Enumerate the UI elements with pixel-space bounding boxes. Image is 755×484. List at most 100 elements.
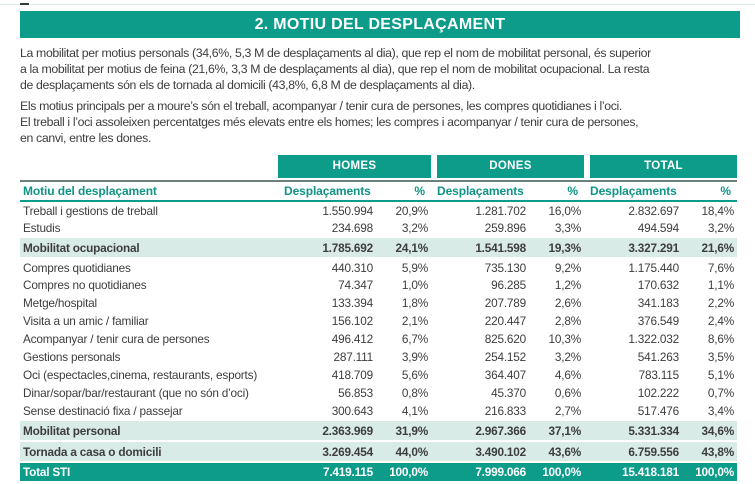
cell-desplacaments-homes: 1.550.994 bbox=[322, 203, 373, 218]
row-label: Estudis bbox=[23, 220, 61, 235]
cell-pct-dones: 2,7% bbox=[554, 403, 581, 418]
table-row: Total STI 7.419.115 100,0% 7.999.066 100… bbox=[20, 462, 737, 481]
column-header-pct-homes: % bbox=[374, 180, 431, 202]
cell-pct-homes: 5,9% bbox=[401, 260, 428, 275]
cell-desplacaments-dones: 259.896 bbox=[484, 220, 526, 235]
cell-desplacaments-homes: 7.419.115 bbox=[278, 462, 374, 481]
table-row: Visita a un amic / familiar 156.102 2,1%… bbox=[20, 312, 737, 330]
cell-desplacaments-total: 6.759.556 bbox=[584, 440, 680, 463]
cell-pct-homes: 4,1% bbox=[401, 403, 428, 418]
row-label: Gestions personals bbox=[23, 350, 121, 364]
table-row: Compres no quotidianes 74.347 1,0% 96.28… bbox=[20, 276, 737, 294]
cell-pct-dones: 0,6% bbox=[554, 386, 581, 400]
cell-pct-dones: 10,3% bbox=[548, 332, 582, 346]
cell-pct-homes: 3,9% bbox=[401, 350, 428, 364]
group-header-dones: DONES bbox=[437, 155, 584, 178]
cell-desplacaments-total: 15.418.181 bbox=[584, 462, 680, 481]
table-row: Sense destinació fixa / passejar 300.643… bbox=[20, 402, 737, 420]
cell-desplacaments-total: 376.549 bbox=[637, 314, 679, 328]
cell-pct-dones: 4,6% bbox=[554, 368, 581, 382]
table-row: Mobilitat personal 2.363.969 31,9% 2.967… bbox=[20, 419, 737, 442]
cell-pct-total: 3,5% bbox=[707, 350, 734, 364]
column-header-motiu: Motiu del desplaçament bbox=[20, 180, 278, 202]
column-header-desplacaments-homes: Desplaçaments bbox=[278, 180, 374, 202]
cell-desplacaments-dones: 254.152 bbox=[484, 350, 526, 364]
cell-pct-homes: 31,9% bbox=[374, 419, 431, 442]
row-label: Compres no quotidianes bbox=[23, 278, 147, 292]
table-row: Compres quotidianes 440.310 5,9% 735.130… bbox=[20, 258, 737, 276]
cell-desplacaments-homes: 234.698 bbox=[331, 220, 373, 235]
cell-pct-total: 8,6% bbox=[707, 332, 734, 346]
cell-desplacaments-homes: 56.853 bbox=[338, 386, 373, 400]
cell-desplacaments-total: 517.476 bbox=[637, 403, 679, 418]
cell-desplacaments-dones: 216.833 bbox=[484, 403, 526, 418]
cell-pct-dones: 37,1% bbox=[527, 419, 584, 442]
cell-pct-homes: 2,1% bbox=[401, 314, 428, 328]
cell-pct-total: 18,4% bbox=[701, 203, 735, 218]
cell-desplacaments-total: 783.115 bbox=[638, 368, 680, 382]
page-top-hairline bbox=[0, 4, 755, 5]
cell-desplacaments-homes: 74.347 bbox=[338, 278, 373, 292]
row-label: Compres quotidianes bbox=[23, 260, 131, 275]
table-row: Treball i gestions de treball 1.550.994 … bbox=[20, 201, 737, 219]
row-label: Mobilitat personal bbox=[20, 419, 278, 442]
cell-desplacaments-total: 3.327.291 bbox=[584, 236, 680, 259]
page-top-tick bbox=[20, 3, 29, 5]
row-label: Acompanyar / tenir cura de persones bbox=[23, 332, 210, 346]
cell-pct-total: 1,1% bbox=[707, 278, 734, 292]
cell-desplacaments-dones: 825.620 bbox=[484, 332, 526, 346]
cell-desplacaments-dones: 364.407 bbox=[484, 368, 526, 382]
table-subheader-row: Motiu del desplaçament Desplaçaments % D… bbox=[20, 180, 737, 202]
section-title-banner: 2. MOTIU DEL DESPLAÇAMENT bbox=[20, 11, 740, 38]
cell-desplacaments-homes: 440.310 bbox=[331, 260, 373, 275]
group-header-total: TOTAL bbox=[590, 155, 737, 178]
cell-desplacaments-homes: 133.394 bbox=[331, 296, 373, 310]
cell-pct-total: 43,8% bbox=[680, 440, 737, 463]
cell-desplacaments-dones: 7.999.066 bbox=[431, 462, 527, 481]
cell-desplacaments-total: 1.322.032 bbox=[628, 332, 679, 346]
cell-desplacaments-dones: 2.967.366 bbox=[431, 419, 527, 442]
column-header-desplacaments-total: Desplaçaments bbox=[584, 180, 680, 202]
cell-desplacaments-total: 341.183 bbox=[637, 296, 679, 310]
row-label: Dinar/sopar/bar/restaurant (que no són d… bbox=[23, 386, 249, 400]
row-label: Total STI bbox=[20, 462, 278, 481]
row-label: Treball i gestions de treball bbox=[23, 203, 158, 218]
cell-pct-homes: 5,6% bbox=[401, 368, 428, 382]
section-title: 2. MOTIU DEL DESPLAÇAMENT bbox=[254, 15, 506, 33]
group-header-homes: HOMES bbox=[278, 155, 431, 178]
cell-desplacaments-homes: 496.412 bbox=[331, 332, 373, 346]
cell-desplacaments-total: 102.222 bbox=[637, 386, 679, 400]
table-body: Treball i gestions de treball 1.550.994 … bbox=[20, 201, 737, 481]
group-header-spacer bbox=[20, 155, 278, 178]
mobility-table: Motiu del desplaçament Desplaçaments % D… bbox=[20, 180, 737, 481]
cell-pct-total: 3,2% bbox=[707, 220, 734, 235]
cell-pct-total: 5,1% bbox=[707, 368, 734, 382]
cell-desplacaments-homes: 1.785.692 bbox=[278, 236, 374, 259]
cell-desplacaments-dones: 3.490.102 bbox=[431, 440, 527, 463]
column-header-pct-total: % bbox=[680, 180, 737, 202]
cell-desplacaments-total: 170.632 bbox=[637, 278, 679, 292]
cell-pct-dones: 2,6% bbox=[554, 296, 581, 310]
table-row: Gestions personals 287.111 3,9% 254.152 … bbox=[20, 348, 737, 366]
table-row: Metge/hospital 133.394 1,8% 207.789 2,6%… bbox=[20, 294, 737, 312]
cell-desplacaments-total: 541.263 bbox=[637, 350, 679, 364]
row-label: Oci (espectacles,cinema, restaurants, es… bbox=[23, 368, 258, 382]
cell-desplacaments-dones: 1.541.598 bbox=[431, 236, 527, 259]
cell-pct-homes: 1,8% bbox=[401, 296, 428, 310]
cell-desplacaments-homes: 300.643 bbox=[331, 403, 373, 418]
cell-pct-total: 2,4% bbox=[707, 314, 734, 328]
cell-pct-homes: 20,9% bbox=[395, 203, 429, 218]
cell-desplacaments-dones: 735.130 bbox=[484, 260, 526, 275]
cell-pct-homes: 100,0% bbox=[374, 462, 431, 481]
cell-pct-total: 7,6% bbox=[707, 260, 734, 275]
cell-pct-homes: 6,7% bbox=[401, 332, 428, 346]
cell-pct-dones: 9,2% bbox=[554, 260, 581, 275]
table-row: Acompanyar / tenir cura de persones 496.… bbox=[20, 330, 737, 348]
cell-desplacaments-homes: 418.709 bbox=[331, 368, 373, 382]
cell-pct-total: 0,7% bbox=[707, 386, 734, 400]
row-label: Visita a un amic / familiar bbox=[23, 314, 149, 328]
cell-pct-dones: 16,0% bbox=[548, 203, 582, 218]
intro-paragraph-1: La mobilitat per motius personals (34,6%… bbox=[20, 46, 651, 92]
cell-desplacaments-homes: 3.269.454 bbox=[278, 440, 374, 463]
cell-pct-homes: 24,1% bbox=[374, 236, 431, 259]
